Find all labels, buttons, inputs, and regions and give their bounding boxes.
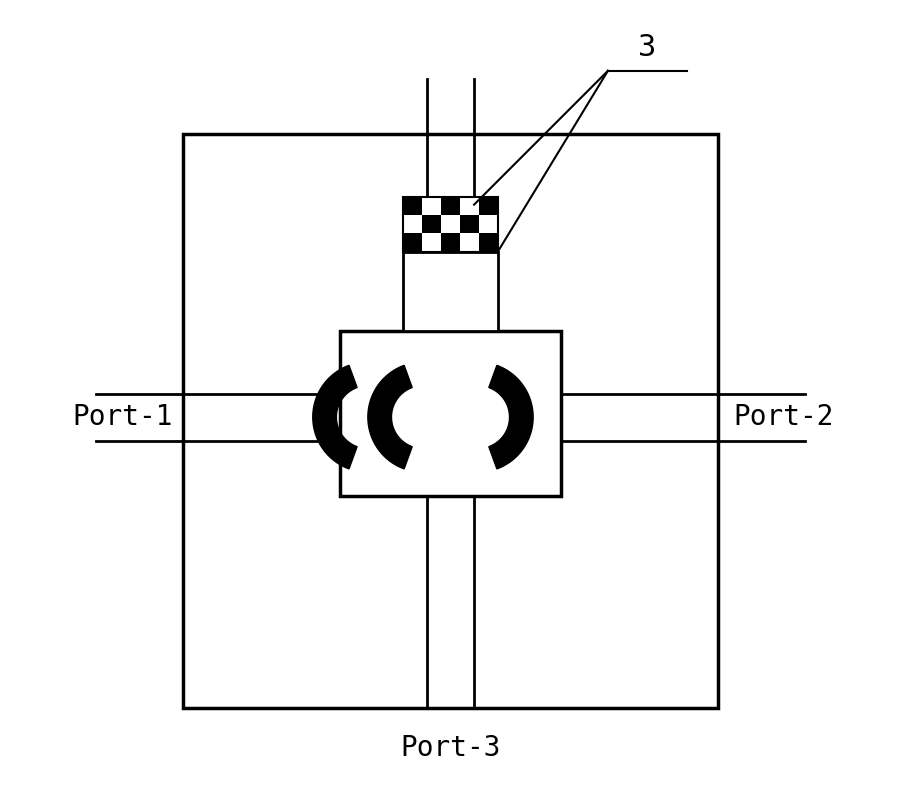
Bar (460, 215, 478, 234)
Polygon shape (489, 365, 533, 469)
Bar (441, 234, 460, 252)
Bar (404, 252, 497, 331)
Text: Port-2: Port-2 (733, 403, 834, 431)
Bar (441, 197, 460, 215)
Bar (404, 197, 497, 252)
Bar (423, 215, 441, 234)
Text: Port-1: Port-1 (73, 403, 173, 431)
Polygon shape (368, 365, 412, 469)
Bar (404, 197, 497, 252)
Bar (404, 197, 423, 215)
Text: Port-3: Port-3 (400, 733, 501, 762)
Bar (478, 234, 497, 252)
Text: 3: 3 (638, 33, 657, 61)
Bar (341, 331, 560, 496)
Bar (478, 197, 497, 215)
Bar (404, 234, 423, 252)
Polygon shape (313, 365, 357, 469)
Bar (183, 134, 718, 708)
